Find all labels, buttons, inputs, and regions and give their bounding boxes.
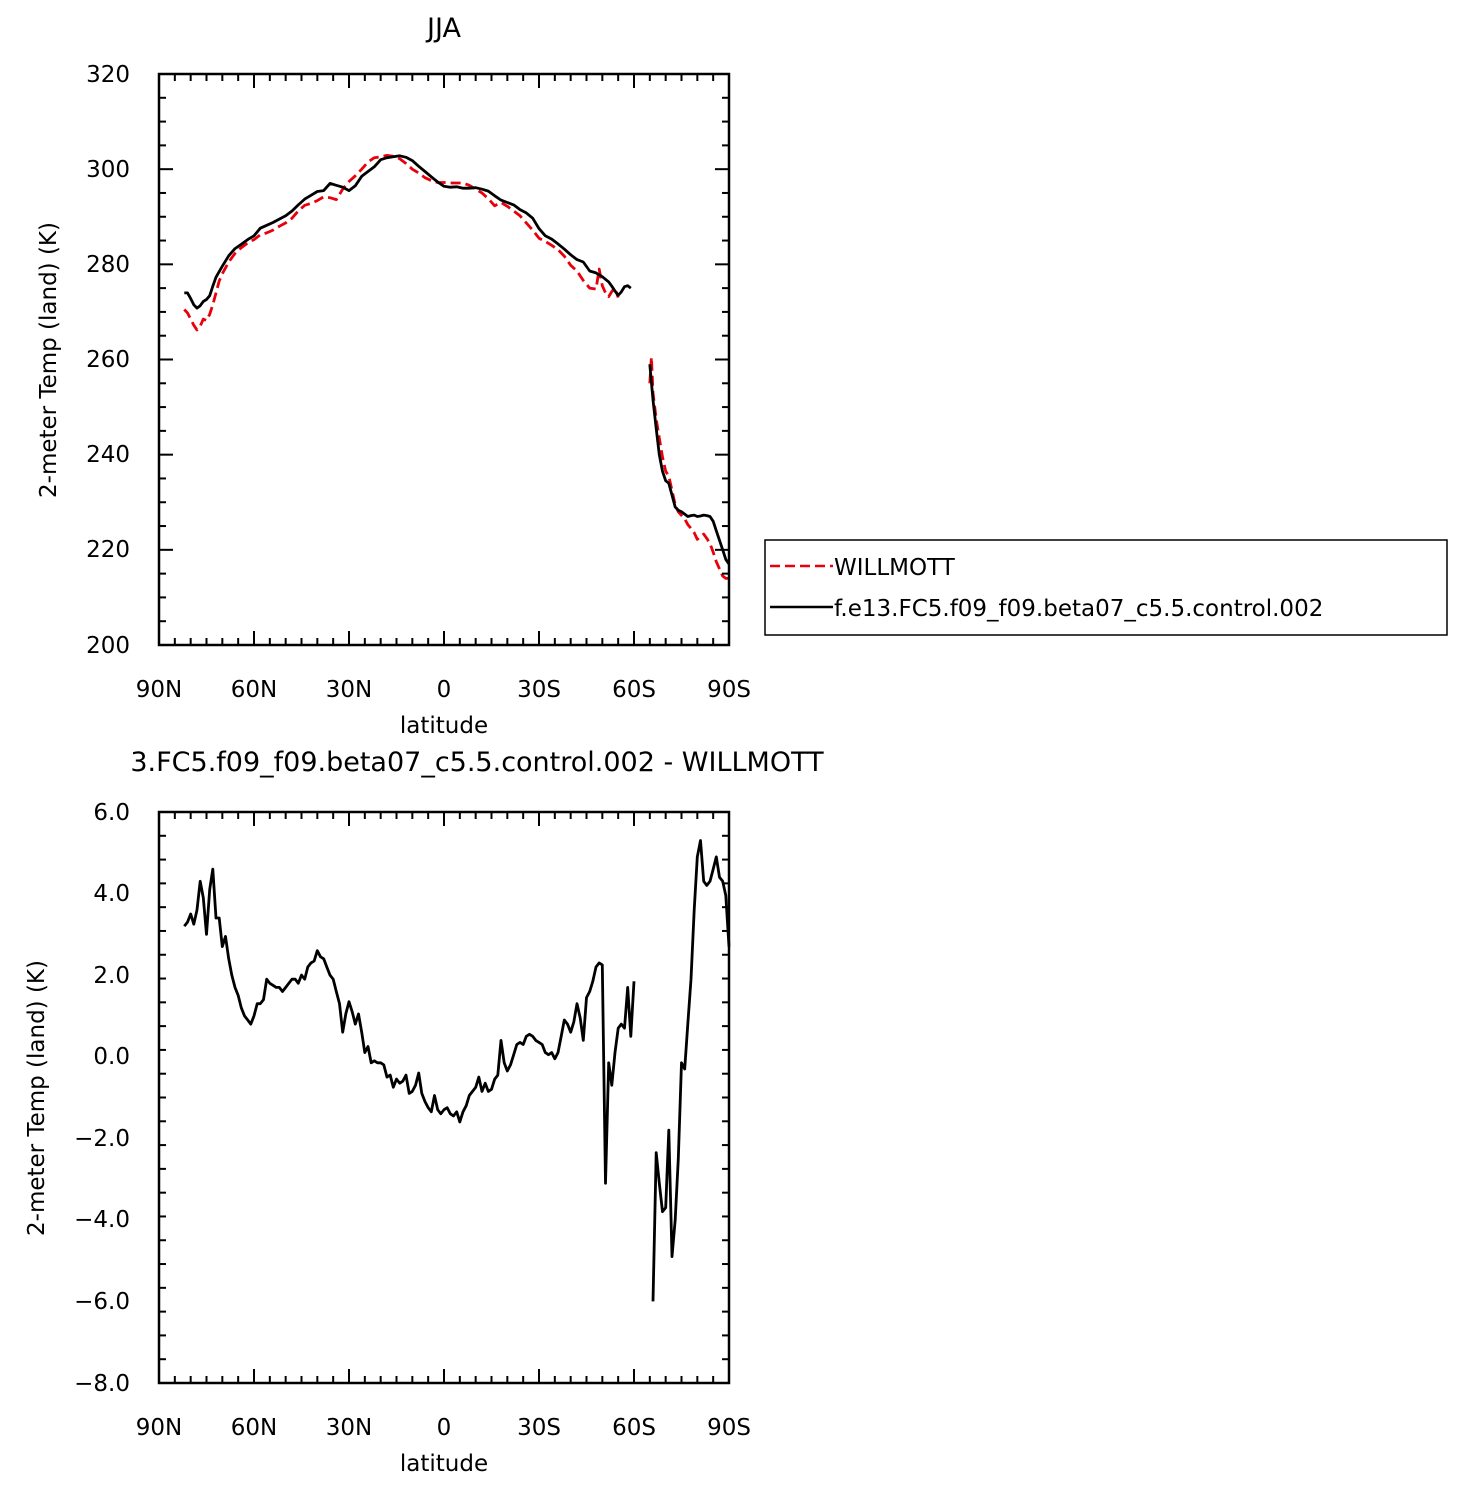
bottom-series-line-1: [183, 867, 636, 1185]
legend-label-willmott: WILLMOTT: [834, 555, 956, 581]
bottom-series-lines: [183, 839, 731, 1302]
bottom-y-tick-label: 4.0: [93, 881, 130, 907]
bottom-x-tick-label: 30S: [517, 1415, 561, 1441]
bottom-y-axis-label: 2-meter Temp (land) (K): [24, 960, 50, 1236]
top-series-line-2: [184, 154, 632, 310]
bottom-x-tick-label: 30N: [326, 1415, 372, 1441]
bottom-x-tick-labels: 90N 60N 30N 0 30S 60S 90S: [136, 1415, 751, 1441]
top-plot-area: [157, 72, 731, 647]
bottom-chart-title: 3.FC5.f09_f09.beta07_c5.5.control.002 - …: [130, 747, 824, 778]
top-x-tick-label: 30S: [517, 677, 561, 703]
top-y-tick-label: 200: [86, 633, 130, 659]
top-x-tick-labels: 90N 60N 30N 0 30S 60S 90S: [136, 677, 751, 703]
bottom-x-tick-label: 60N: [231, 1415, 277, 1441]
top-series-lines: [183, 153, 731, 580]
top-y-axis-label: 2-meter Temp (land) (K): [36, 222, 62, 498]
top-chart-title: JJA: [425, 13, 461, 44]
bottom-x-axis-label: latitude: [400, 1451, 488, 1477]
top-axis-ticks: [158, 73, 730, 646]
top-plot-frame: [157, 72, 731, 647]
top-x-tick-label: 60S: [612, 677, 656, 703]
bottom-panel: 3.FC5.f09_f09.beta07_c5.5.control.002 - …: [24, 747, 824, 1477]
bottom-y-tick-label: 2.0: [93, 963, 130, 989]
top-y-tick-label: 240: [86, 442, 130, 468]
bottom-x-tick-label: 0: [437, 1415, 452, 1441]
top-x-tick-label: 60N: [231, 677, 277, 703]
bottom-y-tick-label: −4.0: [74, 1207, 130, 1233]
top-x-tick-label: 90N: [136, 677, 182, 703]
top-x-tick-label: 30N: [326, 677, 372, 703]
legend-box: [764, 539, 1448, 636]
top-series-line-2: [648, 364, 731, 565]
bottom-y-tick-labels: −8.0 −6.0 −4.0 −2.0 0.0 2.0 4.0 6.0: [74, 800, 130, 1397]
bottom-x-tick-label: 90N: [136, 1415, 182, 1441]
bottom-series-line-1: [651, 839, 731, 1302]
top-y-tick-label: 300: [86, 157, 130, 183]
bottom-y-tick-label: −6.0: [74, 1289, 130, 1315]
top-x-tick-label: 90S: [707, 677, 751, 703]
top-y-tick-label: 260: [86, 347, 130, 373]
top-x-axis-label: latitude: [400, 713, 488, 739]
bottom-y-tick-label: −8.0: [74, 1371, 130, 1397]
top-y-tick-label: 320: [86, 62, 130, 88]
top-y-tick-label: 220: [86, 537, 130, 563]
bottom-plot-frame: [157, 810, 731, 1385]
bottom-y-tick-label: 0.0: [93, 1044, 130, 1070]
bottom-y-tick-label: 6.0: [93, 800, 130, 826]
top-y-tick-label: 280: [86, 252, 130, 278]
legend: WILLMOTT f.e13.FC5.f09_f09.beta07_c5.5.c…: [764, 539, 1448, 636]
bottom-plot-area: [157, 810, 731, 1385]
top-series-line-1: [648, 355, 729, 580]
top-x-tick-label: 0: [437, 677, 452, 703]
bottom-y-tick-label: −2.0: [74, 1126, 130, 1152]
bottom-x-tick-label: 60S: [612, 1415, 656, 1441]
bottom-axis-ticks: [158, 811, 730, 1384]
top-y-tick-labels: 200 220 240 260 280 300 320: [86, 62, 130, 659]
legend-label-control: f.e13.FC5.f09_f09.beta07_c5.5.control.00…: [834, 596, 1323, 622]
top-panel: JJA 200 220 240 260 280 300 320 90N 60N …: [36, 13, 751, 739]
top-series-line-1: [183, 153, 620, 332]
bottom-x-tick-label: 90S: [707, 1415, 751, 1441]
